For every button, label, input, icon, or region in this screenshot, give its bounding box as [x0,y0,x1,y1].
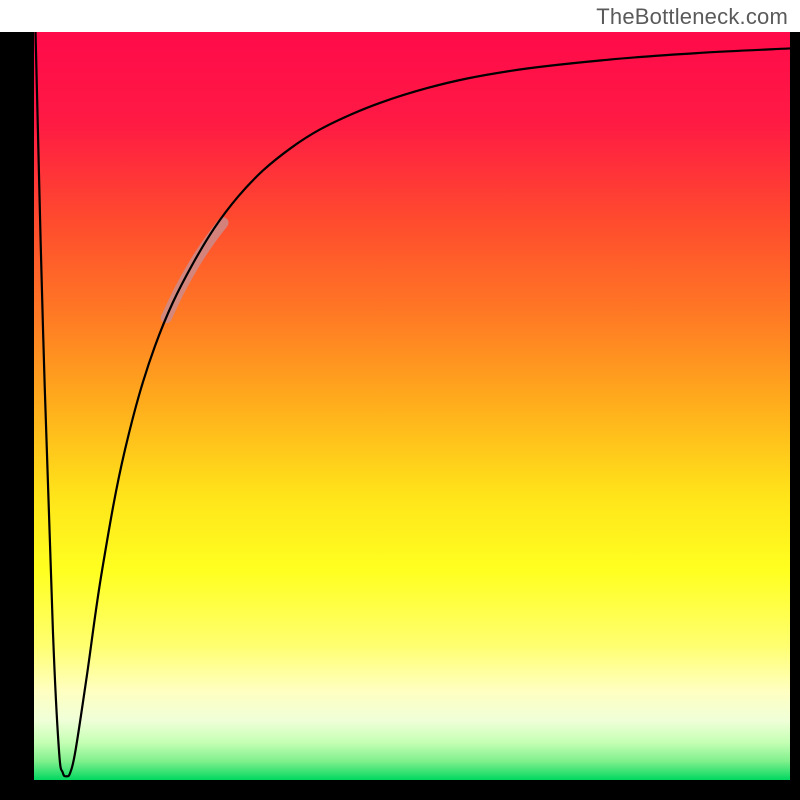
attribution-label: TheBottleneck.com [596,4,788,30]
curve-layer [34,32,790,780]
axis-frame-bottom [0,780,800,800]
bottleneck-curve [36,32,790,776]
chart-container: TheBottleneck.com [0,0,800,800]
highlight-segment [166,223,223,318]
axis-frame-left [0,32,34,800]
axis-frame-right [790,32,800,800]
plot-area [34,32,790,780]
